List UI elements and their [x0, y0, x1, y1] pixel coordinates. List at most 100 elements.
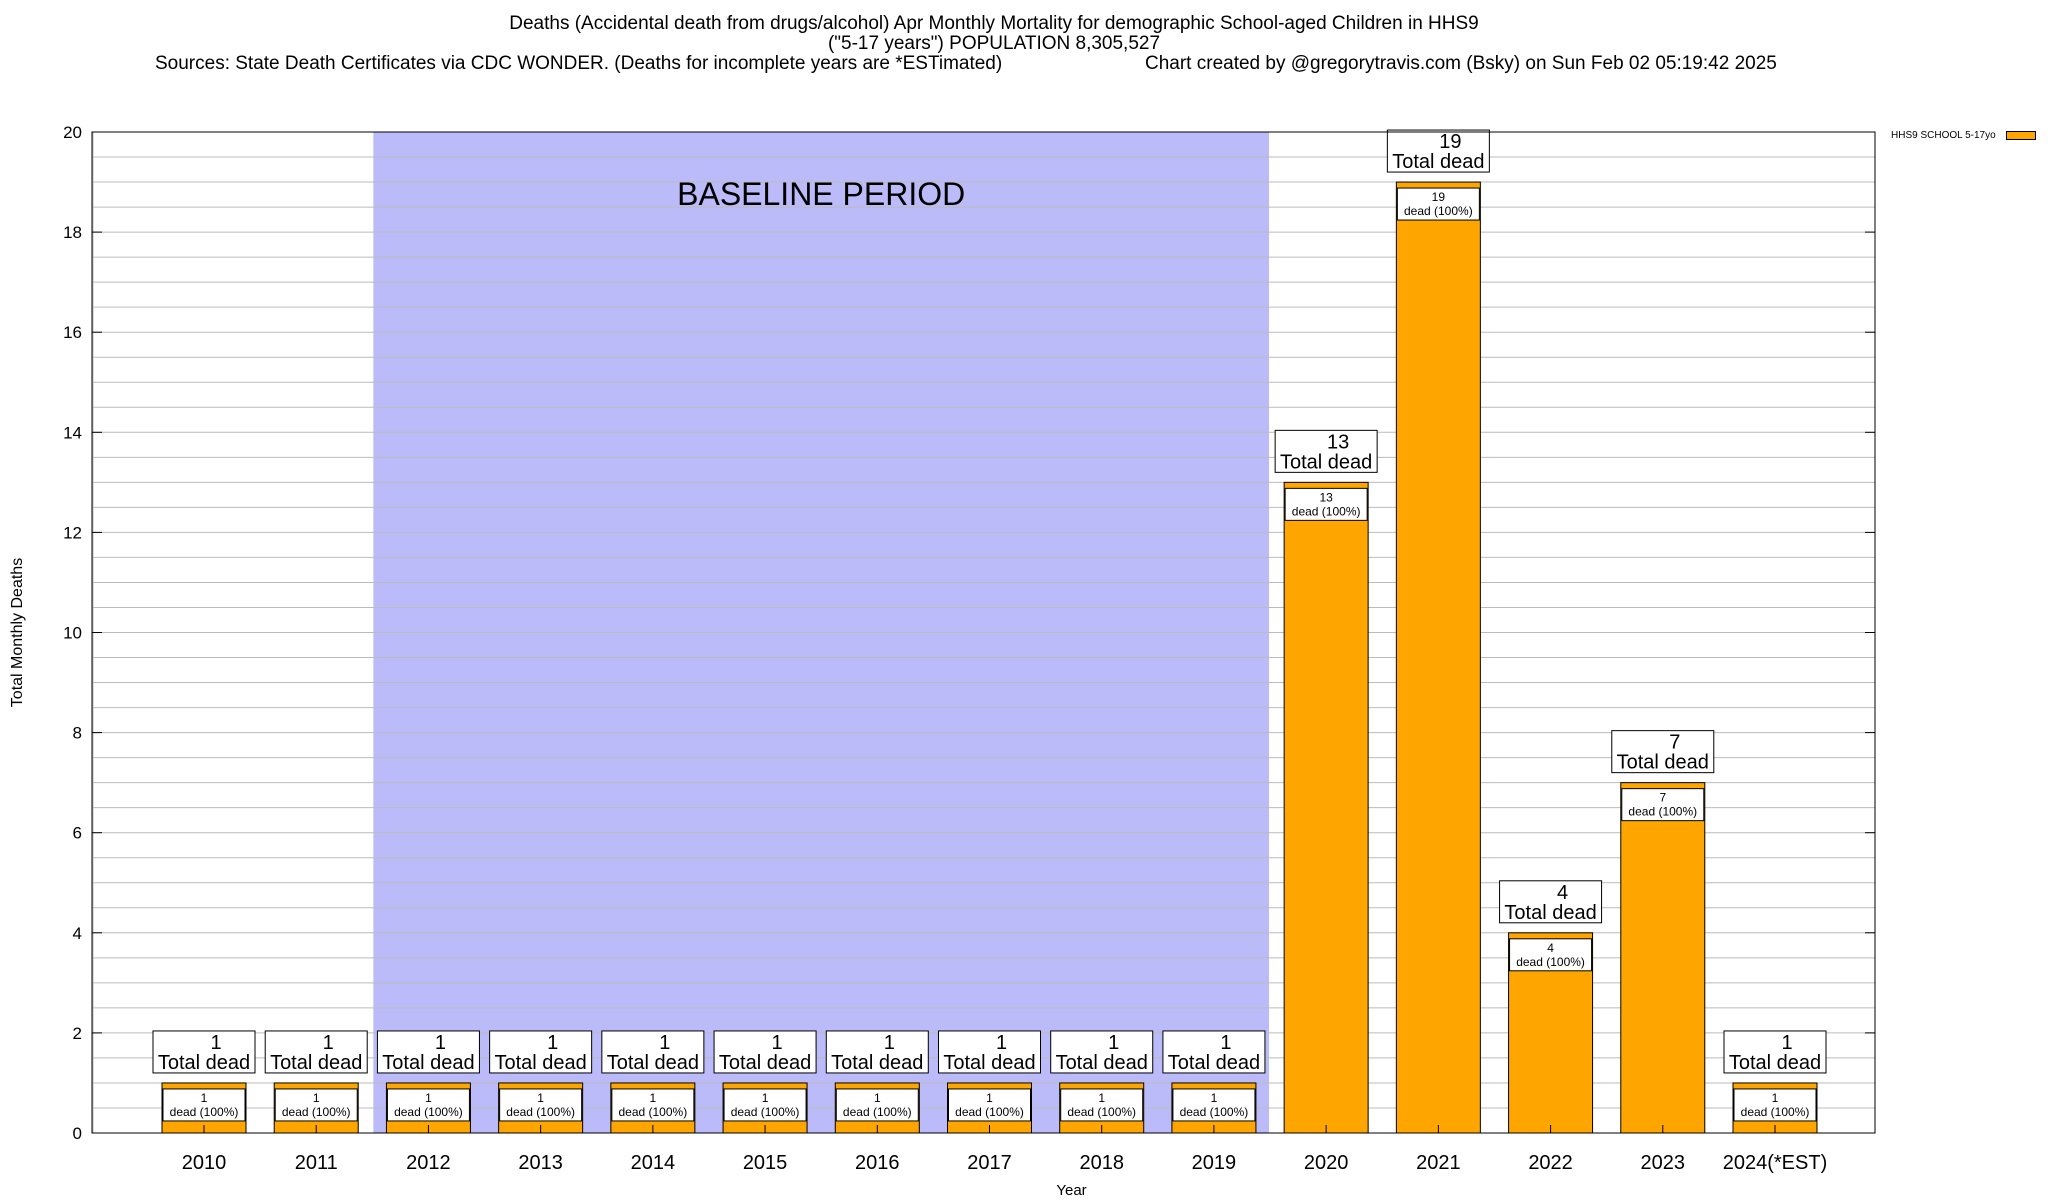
bar-top-value-label: 1 — [996, 1032, 1007, 1054]
bar-inner-label-box — [1509, 938, 1593, 972]
bar-inner-percent-label: dead (100%) — [1067, 1105, 1136, 1119]
y-tick-label: 2 — [73, 1024, 82, 1043]
y-tick-label: 10 — [63, 624, 82, 643]
bar-inner-label-box — [1060, 1088, 1144, 1122]
bar-inner-value-label: 13 — [1319, 490, 1333, 504]
bar-inner-label-box — [386, 1088, 470, 1122]
bar-top-label-box — [1050, 1030, 1154, 1074]
x-tick-label: 2017 — [967, 1152, 1012, 1174]
legend-label: HHS9 SCHOOL 5-17yo — [1891, 130, 1996, 141]
bar-top-label-box — [264, 1030, 368, 1074]
bar-inner-value-label: 1 — [1098, 1091, 1105, 1105]
bar-inner-percent-label: dead (100%) — [1180, 1105, 1249, 1119]
bar-inner-percent-label: dead (100%) — [618, 1105, 687, 1119]
bar-inner-percent-label: dead (100%) — [731, 1105, 800, 1119]
bar-top-value-label: 1 — [323, 1032, 334, 1054]
bar-inner-label-box — [723, 1088, 807, 1122]
bar-inner-value-label: 1 — [874, 1091, 881, 1105]
bar-inner-percent-label: dead (100%) — [282, 1105, 351, 1119]
chart-title-line-1: Deaths (Accidental death from drugs/alco… — [509, 13, 1479, 34]
bar-top-total-label: Total dead — [943, 1052, 1035, 1074]
bar-inner-percent-label: dead (100%) — [843, 1105, 912, 1119]
x-tick-label: 2024(*EST) — [1723, 1152, 1828, 1174]
x-tick-label: 2022 — [1528, 1152, 1573, 1174]
bar-top-total-label: Total dead — [719, 1052, 811, 1074]
bar-top-value-label: 1 — [210, 1032, 221, 1054]
bar-inner-percent-label: dead (100%) — [394, 1105, 463, 1119]
bar-inner-value-label: 7 — [1659, 791, 1666, 805]
bar-inner-percent-label: dead (100%) — [170, 1105, 239, 1119]
bar-top-label-box — [1723, 1030, 1827, 1074]
bar-top-value-label: 1 — [1781, 1032, 1792, 1054]
chart-legend: HHS9 SCHOOL 5-17yo — [1891, 130, 2036, 141]
x-tick-label: 2023 — [1641, 1152, 1686, 1174]
bar-top-value-label: 4 — [1557, 882, 1568, 904]
bar-top-label-box — [1499, 880, 1603, 924]
baseline-period-label: BASELINE PERIOD — [677, 176, 965, 212]
bar-top-value-label: 19 — [1439, 131, 1461, 153]
bar — [1283, 481, 1369, 1134]
bar-top-total-label: Total dead — [1056, 1052, 1148, 1074]
bar-inner-value-label: 1 — [650, 1091, 657, 1105]
bar-inner-label-box — [1396, 187, 1480, 221]
bar-inner-label-box — [611, 1088, 695, 1122]
bar-inner-value-label: 1 — [537, 1091, 544, 1105]
bar-top-total-label: Total dead — [270, 1052, 362, 1074]
bar-top-total-label: Total dead — [1729, 1052, 1821, 1074]
bar-top-label-box — [825, 1030, 929, 1074]
bar-inner-label-box — [835, 1088, 919, 1122]
plot-border — [91, 131, 1876, 1134]
bar-top-total-label: Total dead — [1280, 451, 1372, 473]
bar-top-value-label: 1 — [435, 1032, 446, 1054]
bar-top-value-label: 13 — [1327, 431, 1349, 453]
x-tick-label: 2012 — [406, 1152, 451, 1174]
bar-inner-label-box — [162, 1088, 246, 1122]
bar-top-value-label: 1 — [884, 1032, 895, 1054]
x-tick-label: 2016 — [855, 1152, 900, 1174]
y-tick-label: 0 — [73, 1124, 82, 1143]
x-tick-label: 2013 — [518, 1152, 563, 1174]
bar-top-label-box — [601, 1030, 705, 1074]
x-tick-label: 2010 — [182, 1152, 227, 1174]
bar-inner-percent-label: dead (100%) — [1292, 504, 1361, 518]
x-tick-label: 2021 — [1416, 1152, 1461, 1174]
y-tick-label: 8 — [73, 724, 82, 743]
x-tick-label: 2020 — [1304, 1152, 1349, 1174]
bar-top-label-box — [938, 1030, 1041, 1074]
bar-inner-percent-label: dead (100%) — [1741, 1105, 1810, 1119]
chart-sources: Sources: State Death Certificates via CD… — [155, 53, 1003, 74]
bar-top-label-box — [489, 1030, 593, 1074]
y-tick-label: 6 — [73, 824, 82, 843]
bar-inner-percent-label: dead (100%) — [506, 1105, 575, 1119]
bar-inner-percent-label: dead (100%) — [1516, 955, 1585, 969]
bar-inner-value-label: 1 — [986, 1091, 993, 1105]
bar-top-label-box — [152, 1030, 256, 1074]
y-tick-label: 20 — [63, 123, 82, 142]
bar-top-total-label: Total dead — [1168, 1052, 1260, 1074]
bar-top-total-label: Total dead — [607, 1052, 699, 1074]
bar-inner-percent-label: dead (100%) — [1628, 805, 1697, 819]
bar-inner-label-box — [1621, 788, 1705, 822]
bar-top-value-label: 1 — [659, 1032, 670, 1054]
bar-inner-value-label: 19 — [1432, 190, 1446, 204]
bar — [1620, 782, 1706, 1134]
x-tick-label: 2011 — [295, 1152, 338, 1174]
bar-inner-value-label: 1 — [762, 1091, 769, 1105]
x-tick-label: 2015 — [743, 1152, 788, 1174]
bar-inner-label-box — [1733, 1088, 1817, 1122]
bar-top-total-label: Total dead — [494, 1052, 586, 1074]
bar-inner-label-box — [274, 1088, 358, 1122]
bar-inner-value-label: 4 — [1547, 941, 1554, 955]
x-tick-label: 2018 — [1079, 1152, 1124, 1174]
y-tick-label: 12 — [63, 523, 82, 542]
y-tick-label: 16 — [63, 323, 82, 342]
bar-top-label-box — [1162, 1030, 1266, 1074]
bar-inner-label-box — [1284, 487, 1368, 521]
legend-swatch — [2005, 131, 2036, 140]
bar-inner-value-label: 1 — [313, 1091, 320, 1105]
bar-top-total-label: Total dead — [1617, 752, 1709, 774]
bar-inner-label-box — [499, 1088, 583, 1122]
bar-top-label-box — [1386, 129, 1490, 173]
bar-top-total-label: Total dead — [1392, 151, 1484, 173]
